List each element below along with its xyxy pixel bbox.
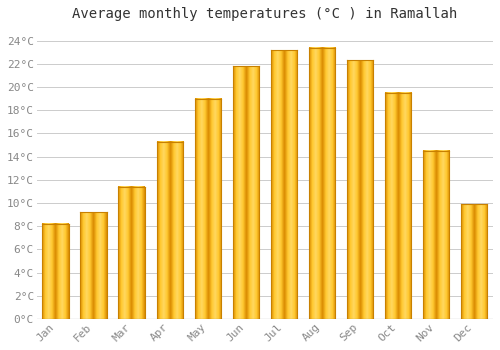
Title: Average monthly temperatures (°C ) in Ramallah: Average monthly temperatures (°C ) in Ra… — [72, 7, 458, 21]
